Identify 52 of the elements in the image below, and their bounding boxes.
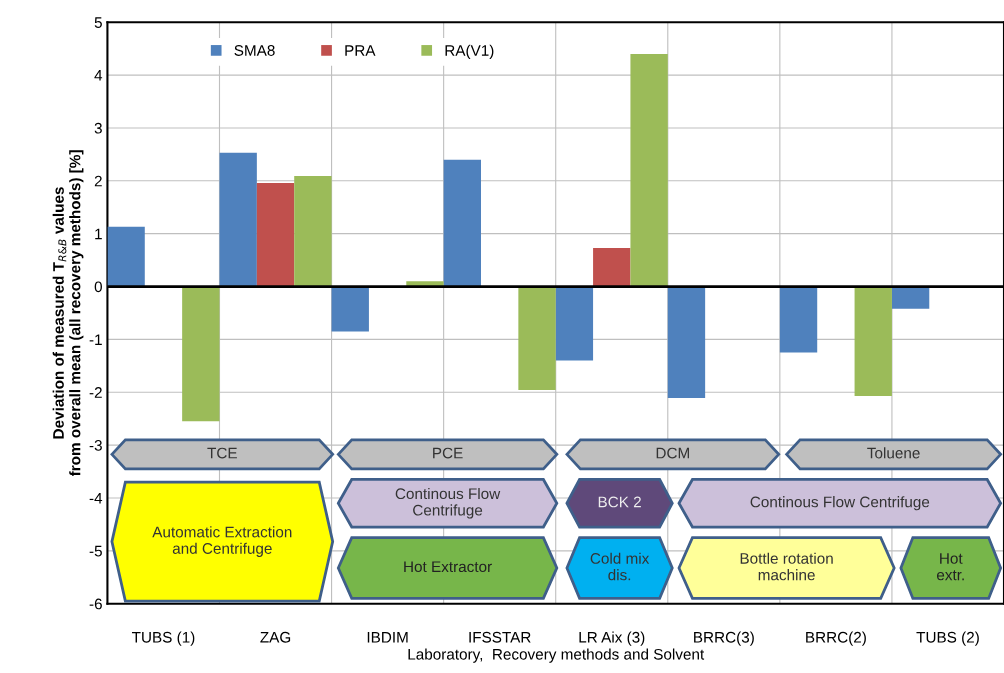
annotation: PCE xyxy=(433,447,463,459)
bar xyxy=(854,286,892,396)
y-tick-label: -5 xyxy=(89,545,102,557)
annotation: Hot Extractor xyxy=(404,561,492,573)
annotation: Automatic Extraction and Centrifuge xyxy=(152,526,292,557)
annotation: Continous Flow Centrifuge xyxy=(750,496,930,511)
bar xyxy=(294,176,332,287)
x-tick-label: LR Aix (3) xyxy=(579,631,645,646)
y-tick-label: -2 xyxy=(89,387,102,398)
x-tick-label: TUBS (2) xyxy=(916,631,979,646)
bar xyxy=(331,286,369,332)
bar xyxy=(593,247,631,287)
y-tick-label: 3 xyxy=(94,122,102,134)
y-tick-label: -3 xyxy=(89,439,102,451)
bar xyxy=(891,286,930,309)
x-tick-label: ZAG xyxy=(260,631,291,643)
bar xyxy=(107,226,145,287)
annotation: TCE xyxy=(207,447,237,459)
legend-label: RA(V1) xyxy=(445,44,494,59)
bar xyxy=(518,286,556,391)
bar xyxy=(630,53,668,287)
annotation: Continous Flow Centrifuge xyxy=(395,487,501,519)
y-tick-label: -4 xyxy=(89,492,103,504)
annotation: Toluene xyxy=(867,447,920,459)
y-tick-label: 4 xyxy=(94,70,103,81)
annotation: DCM xyxy=(656,447,689,459)
bar xyxy=(667,286,706,399)
y-axis-title: Deviation of measured T$_{R&B}$ values from overall mean (all recovery methods) [%] xyxy=(52,150,84,477)
y-tick-label: 5 xyxy=(94,17,102,28)
x-tick-label: BRRC(2) xyxy=(806,631,866,646)
x-axis-title: Laboratory, Recovery methods and Solvent xyxy=(408,648,705,663)
bar xyxy=(256,182,295,287)
y-tick-label: -6 xyxy=(89,598,102,610)
x-tick-label: BRRC(3) xyxy=(694,631,754,646)
bar xyxy=(779,286,818,353)
annotation: Bottle rotation machine xyxy=(740,552,833,581)
bar xyxy=(443,159,481,287)
y-tick-label: -1 xyxy=(89,334,102,345)
bar xyxy=(555,286,594,361)
bar xyxy=(219,152,257,287)
x-tick-label: IFSSTAR xyxy=(469,631,531,643)
y-tick-label: 2 xyxy=(94,175,102,187)
y-tick-label: 0 xyxy=(94,281,102,293)
x-tick-label: IBDIM xyxy=(367,632,408,643)
legend-label: PRA xyxy=(345,45,376,56)
annotation: BCK 2 xyxy=(598,496,641,508)
y-tick-label: 1 xyxy=(95,228,102,240)
bar xyxy=(182,286,220,422)
annotation: Cold mix dis. xyxy=(590,552,650,581)
annotation: Hot extr. xyxy=(936,553,964,581)
x-tick-label: TUBS (1) xyxy=(131,631,195,646)
legend-label: SMA8 xyxy=(234,45,275,56)
